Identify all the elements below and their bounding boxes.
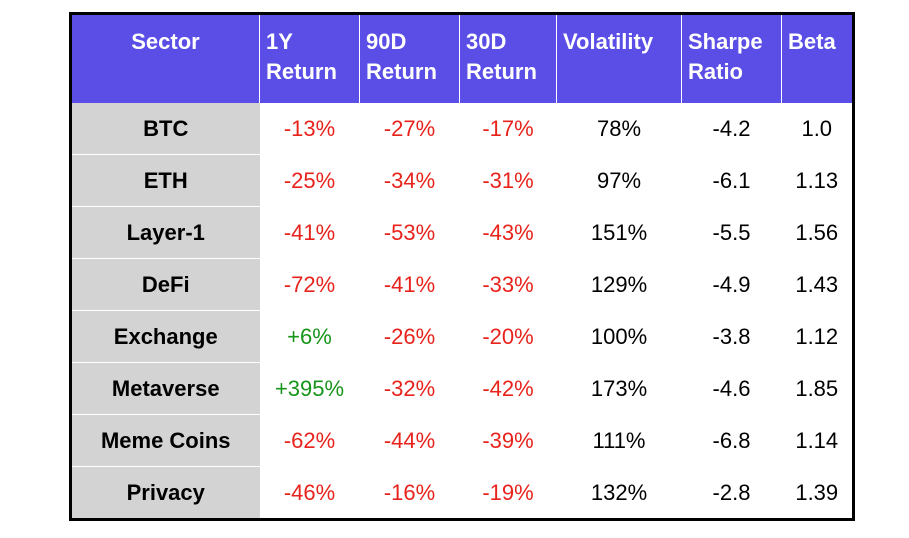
value-cell: 132% bbox=[556, 466, 682, 520]
table-row: Meme Coins -62% -44% -39% 111% -6.8 1.14 bbox=[70, 414, 854, 467]
value-cell: -26% bbox=[359, 310, 460, 363]
value-cell: -41% bbox=[359, 258, 460, 311]
value-cell: +395% bbox=[259, 362, 360, 415]
value-cell: -6.1 bbox=[681, 154, 782, 207]
column-header: Beta bbox=[781, 13, 854, 103]
value-cell: 1.14 bbox=[781, 414, 854, 467]
sector-cell: ETH bbox=[70, 154, 260, 207]
value-cell: 100% bbox=[556, 310, 682, 363]
sector-cell: Layer-1 bbox=[70, 206, 260, 259]
value-cell: 1.39 bbox=[781, 466, 854, 520]
column-header: Sector bbox=[70, 13, 260, 103]
value-cell: +6% bbox=[259, 310, 360, 363]
value-cell: -2.8 bbox=[681, 466, 782, 520]
sector-table: Sector 1Y Return 90D Return 30D Return Volat… bbox=[69, 12, 855, 521]
sector-cell: Privacy bbox=[70, 466, 260, 520]
value-cell: -44% bbox=[359, 414, 460, 467]
value-cell: -27% bbox=[359, 103, 460, 155]
table-row: BTC -13% -27% -17% 78% -4.2 1.0 bbox=[70, 103, 854, 155]
sector-cell: BTC bbox=[70, 103, 260, 155]
value-cell: 1.12 bbox=[781, 310, 854, 363]
value-cell: -62% bbox=[259, 414, 360, 467]
value-cell: -13% bbox=[259, 103, 360, 155]
sector-cell: Exchange bbox=[70, 310, 260, 363]
table-row: Privacy -46% -16% -19% 132% -2.8 1.39 bbox=[70, 466, 854, 520]
table-row: Exchange +6% -26% -20% 100% -3.8 1.12 bbox=[70, 310, 854, 363]
value-cell: 111% bbox=[556, 414, 682, 467]
table-row: DeFi -72% -41% -33% 129% -4.9 1.43 bbox=[70, 258, 854, 311]
table-row: Layer-1 -41% -53% -43% 151% -5.5 1.56 bbox=[70, 206, 854, 259]
value-cell: -33% bbox=[459, 258, 557, 311]
value-cell: -34% bbox=[359, 154, 460, 207]
value-cell: 1.43 bbox=[781, 258, 854, 311]
value-cell: -20% bbox=[459, 310, 557, 363]
value-cell: -46% bbox=[259, 466, 360, 520]
sector-cell: Metaverse bbox=[70, 362, 260, 415]
value-cell: -39% bbox=[459, 414, 557, 467]
value-cell: -16% bbox=[359, 466, 460, 520]
value-cell: -4.6 bbox=[681, 362, 782, 415]
value-cell: -72% bbox=[259, 258, 360, 311]
value-cell: -53% bbox=[359, 206, 460, 259]
value-cell: -41% bbox=[259, 206, 360, 259]
value-cell: 1.56 bbox=[781, 206, 854, 259]
value-cell: 78% bbox=[556, 103, 682, 155]
value-cell: -5.5 bbox=[681, 206, 782, 259]
value-cell: 173% bbox=[556, 362, 682, 415]
column-header: Volatility bbox=[556, 13, 682, 103]
value-cell: -19% bbox=[459, 466, 557, 520]
value-cell: 97% bbox=[556, 154, 682, 207]
value-cell: -17% bbox=[459, 103, 557, 155]
table-row: Metaverse +395% -32% -42% 173% -4.6 1.85 bbox=[70, 362, 854, 415]
value-cell: 1.85 bbox=[781, 362, 854, 415]
value-cell: 1.13 bbox=[781, 154, 854, 207]
sector-cell: DeFi bbox=[70, 258, 260, 311]
value-cell: -4.2 bbox=[681, 103, 782, 155]
value-cell: 151% bbox=[556, 206, 682, 259]
value-cell: -6.8 bbox=[681, 414, 782, 467]
header-row: Sector 1Y Return 90D Return 30D Return Volat… bbox=[70, 13, 854, 103]
value-cell: 1.0 bbox=[781, 103, 854, 155]
value-cell: -4.9 bbox=[681, 258, 782, 311]
column-header: 30D Return bbox=[459, 13, 557, 103]
column-header: Sharpe Ratio bbox=[681, 13, 782, 103]
column-header: 90D Return bbox=[359, 13, 460, 103]
table-row: ETH -25% -34% -31% 97% -6.1 1.13 bbox=[70, 154, 854, 207]
sector-cell: Meme Coins bbox=[70, 414, 260, 467]
value-cell: -42% bbox=[459, 362, 557, 415]
table-container: Sector 1Y Return 90D Return 30D Return Volat… bbox=[69, 12, 855, 521]
table-body: BTC -13% -27% -17% 78% -4.2 1.0 ETH -25% -34% -31%… bbox=[70, 103, 854, 520]
value-cell: 129% bbox=[556, 258, 682, 311]
column-header: 1Y Return bbox=[259, 13, 360, 103]
value-cell: -3.8 bbox=[681, 310, 782, 363]
value-cell: -31% bbox=[459, 154, 557, 207]
value-cell: -25% bbox=[259, 154, 360, 207]
value-cell: -43% bbox=[459, 206, 557, 259]
value-cell: -32% bbox=[359, 362, 460, 415]
